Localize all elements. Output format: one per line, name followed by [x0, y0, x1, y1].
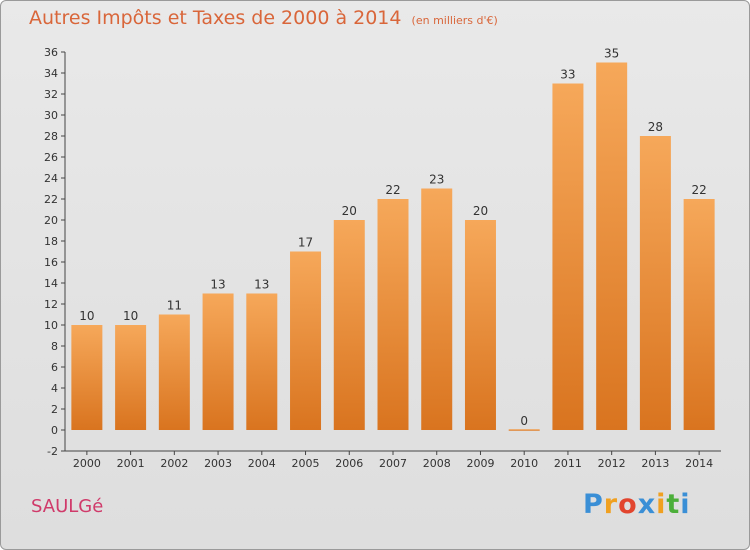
bar: [464, 220, 496, 430]
chart-title-unit: (en milliers d'€): [411, 14, 498, 27]
bar: [421, 188, 453, 430]
logo-letter: i: [680, 489, 691, 520]
bar: [158, 314, 190, 430]
data-label: 33: [560, 68, 575, 82]
logo-letter: o: [618, 489, 638, 520]
y-tick-label: 6: [51, 361, 58, 374]
x-axis: 2000 2001 2002 2003 2004 2005 2006 2007 2008 2009…: [65, 450, 721, 470]
logo-letter: r: [603, 489, 619, 520]
bar: [683, 199, 715, 430]
x-tick-label: 2012: [598, 457, 626, 470]
y-tick-label: 30: [44, 109, 58, 122]
y-tick-label: 14: [44, 277, 58, 290]
y-tick-label: 32: [44, 88, 58, 101]
x-tick-label: 2006: [335, 457, 363, 470]
data-label: 35: [604, 47, 619, 61]
bar: [115, 325, 147, 430]
logo-letter: x: [637, 489, 657, 520]
logo-letter: i: [656, 489, 667, 520]
x-tick-label: 2008: [423, 457, 451, 470]
bar: [508, 429, 540, 431]
x-tick-label: 2002: [160, 457, 188, 470]
data-label: 20: [473, 204, 488, 218]
bar: [290, 251, 322, 430]
y-tick-label: -2: [47, 445, 58, 458]
data-label: 17: [298, 236, 313, 250]
x-tick-label: 2010: [510, 457, 538, 470]
data-label: 10: [79, 309, 94, 323]
bar: [552, 83, 584, 430]
data-label: 22: [385, 183, 400, 197]
x-tick-label: 2000: [73, 457, 101, 470]
y-tick-label: 4: [51, 382, 58, 395]
y-tick-label: 20: [44, 214, 58, 227]
bar: [639, 136, 671, 430]
data-label: 0: [520, 414, 528, 428]
bar: [333, 220, 365, 430]
proxiti-logo: Proxiti: [583, 489, 691, 520]
chart-title: Autres Impôts et Taxes de 2000 à 2014 (e…: [29, 7, 498, 29]
x-tick-label: 2004: [248, 457, 276, 470]
y-tick-label: 16: [44, 256, 58, 269]
data-label: 13: [254, 278, 269, 292]
y-tick-label: 0: [51, 424, 58, 437]
data-labels: 10 10 11 13 13 17 20 22 23 20 0 33 35 28 22: [79, 47, 707, 429]
commune-name: SAULGé: [31, 496, 104, 517]
y-tick-label: 2: [51, 403, 58, 416]
data-label: 28: [648, 120, 663, 134]
y-tick-label: 24: [44, 172, 58, 185]
bar: [71, 325, 103, 430]
x-tick-label: 2007: [379, 457, 407, 470]
data-label: 11: [167, 299, 182, 313]
data-label: 13: [210, 278, 225, 292]
bar: [202, 293, 234, 430]
data-label: 10: [123, 309, 138, 323]
data-label: 20: [342, 204, 357, 218]
x-tick-label: 2011: [554, 457, 582, 470]
y-tick-label: 26: [44, 151, 58, 164]
y-tick-label: 22: [44, 193, 58, 206]
bar: [596, 62, 628, 430]
x-tick-label: 2003: [204, 457, 232, 470]
data-label: 22: [691, 183, 706, 197]
x-tick-label: 2009: [466, 457, 494, 470]
x-tick-label: 2001: [117, 457, 145, 470]
x-tick-label: 2013: [641, 457, 669, 470]
chart-title-text: Autres Impôts et Taxes de 2000 à 2014: [29, 7, 402, 29]
y-tick-label: 12: [44, 298, 58, 311]
y-tick-label: 10: [44, 319, 58, 332]
y-tick-label: 8: [51, 340, 58, 353]
y-tick-label: 34: [44, 67, 58, 80]
logo-letter: P: [583, 489, 604, 520]
bars: [71, 62, 715, 431]
logo-letter: t: [666, 489, 681, 520]
bar: [377, 199, 409, 430]
y-tick-label: 18: [44, 235, 58, 248]
y-tick-label: 36: [44, 46, 58, 59]
bar: [246, 293, 278, 430]
data-label: 23: [429, 173, 444, 187]
y-tick-label: 28: [44, 130, 58, 143]
x-tick-label: 2014: [685, 457, 713, 470]
x-tick-label: 2005: [292, 457, 320, 470]
